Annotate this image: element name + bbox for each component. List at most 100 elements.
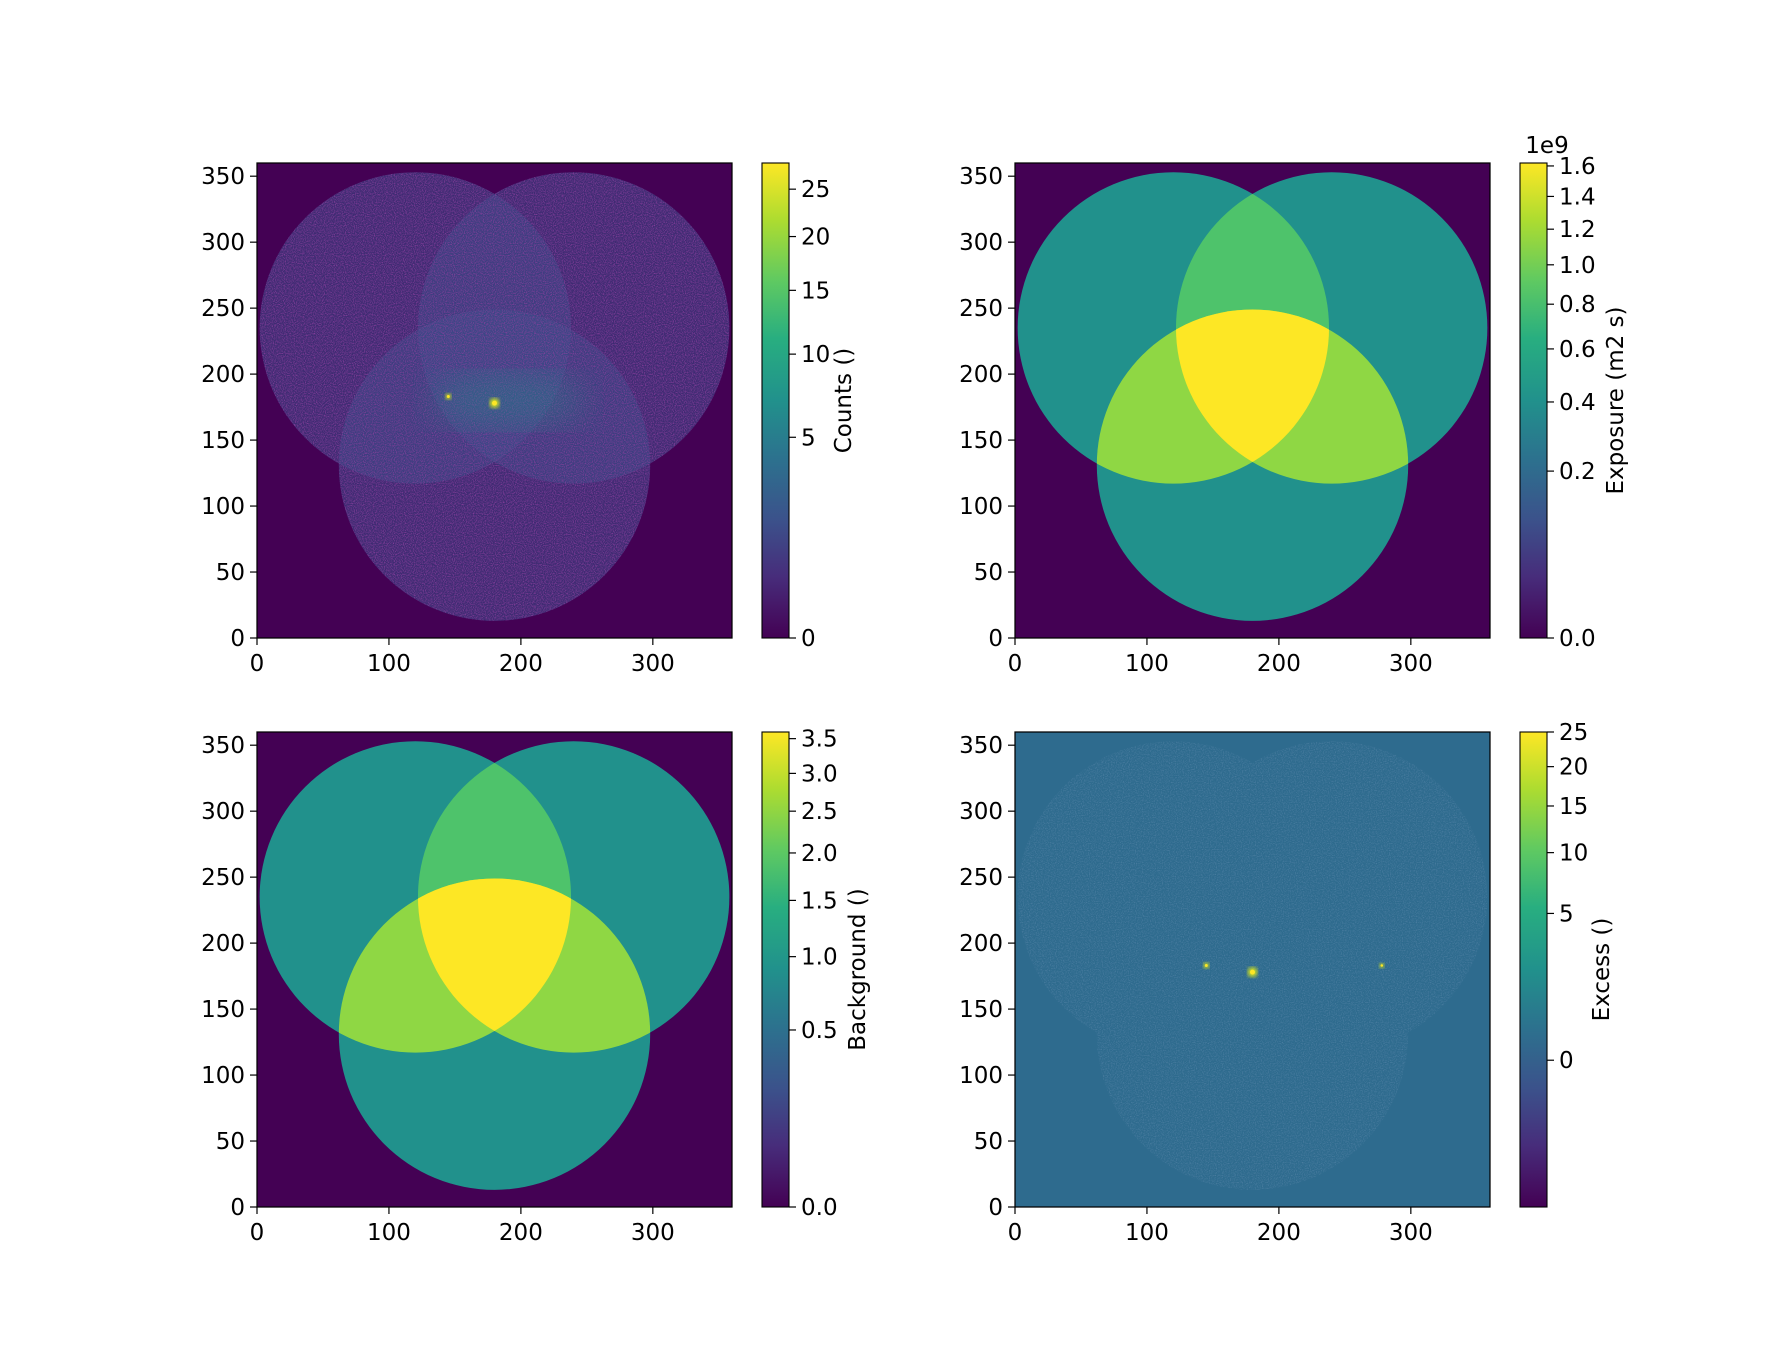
colorbar-offset-label: 1e9 bbox=[1525, 133, 1568, 159]
overlap-clipped bbox=[1175, 309, 1330, 484]
y-tick-label: 300 bbox=[201, 230, 245, 256]
y-tick-label: 50 bbox=[216, 560, 245, 586]
y-tick-label: 0 bbox=[988, 626, 1003, 652]
colorbar-frame bbox=[1519, 731, 1548, 1208]
x-tick-label: 300 bbox=[1389, 651, 1433, 677]
y-tick-label: 350 bbox=[959, 164, 1003, 190]
x-tick-label: 100 bbox=[367, 1220, 411, 1246]
colorbar: 0 5 10 15 20 25 Excess () bbox=[1519, 720, 1615, 1208]
heatmap-image bbox=[257, 732, 732, 1207]
colorbar-tick-label: 10 bbox=[1559, 841, 1588, 867]
heatmap-image bbox=[1015, 163, 1490, 638]
colorbar: 0.0 0.2 0.4 0.6 0.8 1.0 1.2 1.4 1.6 Exposure (m2 … bbox=[1519, 133, 1629, 652]
colorbar-tick-label: 10 bbox=[801, 342, 830, 368]
colorbar-tick-label: 0.5 bbox=[801, 1018, 838, 1044]
y-tick-label: 150 bbox=[201, 997, 245, 1023]
x-tick-label: 0 bbox=[1008, 1220, 1023, 1246]
y-tick-label: 100 bbox=[201, 494, 245, 520]
y-tick-label: 350 bbox=[201, 164, 245, 190]
colorbar-tick-label: 2.0 bbox=[801, 841, 838, 867]
panel-1: 0 100 200 300 0 50 100 150 200 250 300 350 0 5 10 15 20 2… bbox=[201, 162, 857, 677]
colorbar-gradient bbox=[1520, 732, 1547, 1207]
axes-frame bbox=[1014, 162, 1491, 639]
x-tick-label: 200 bbox=[499, 1220, 543, 1246]
overlap-clipped bbox=[417, 878, 572, 1053]
colorbar-tick-label: 15 bbox=[1559, 794, 1588, 820]
colorbar-tick-label: 1.2 bbox=[1559, 217, 1596, 243]
colorbar-tick-label: 3.5 bbox=[801, 727, 838, 753]
panels-layer: 0 100 200 300050100150200250300350051015202… bbox=[201, 133, 1629, 1246]
y-tick-label: 250 bbox=[201, 865, 245, 891]
y-tick-label: 150 bbox=[959, 428, 1003, 454]
y-tick-label: 200 bbox=[959, 931, 1003, 957]
colorbar-tick-label: 0.0 bbox=[1559, 626, 1596, 652]
y-tick-label: 100 bbox=[959, 1063, 1003, 1089]
colorbar-tick-label: 1.0 bbox=[1559, 253, 1596, 279]
y-tick-label: 300 bbox=[959, 230, 1003, 256]
colorbar-tick-label: 0.6 bbox=[1559, 337, 1596, 363]
colorbar-label: Exposure (m2 s) bbox=[1603, 306, 1629, 494]
y-tick-label: 350 bbox=[201, 733, 245, 759]
colorbar-gradient bbox=[762, 732, 789, 1207]
colorbar-tick-label: 1.0 bbox=[801, 945, 838, 971]
y-tick-label: 100 bbox=[959, 494, 1003, 520]
y-tick-label: 200 bbox=[201, 362, 245, 388]
axes-frame bbox=[256, 731, 733, 1208]
y-tick-label: 200 bbox=[959, 362, 1003, 388]
colorbar-tick-label: 25 bbox=[1559, 720, 1588, 746]
colorbar-label: Counts () bbox=[831, 348, 857, 454]
diffuse-emission bbox=[428, 374, 587, 427]
axes-frame bbox=[256, 162, 733, 639]
heatmap-image bbox=[257, 163, 732, 638]
x-tick-label: 300 bbox=[631, 1220, 675, 1246]
colorbar-tick-label: 5 bbox=[1559, 901, 1574, 927]
x-tick-label: 100 bbox=[367, 651, 411, 677]
overlap-fill bbox=[417, 878, 572, 1053]
colorbar-tick-label: 20 bbox=[1559, 755, 1588, 781]
overlap-abc bbox=[1175, 309, 1330, 484]
point-source-core bbox=[492, 400, 497, 406]
point-source-core bbox=[446, 395, 450, 399]
y-tick-label: 200 bbox=[201, 931, 245, 957]
colorbar-tick-label: 0 bbox=[1559, 1048, 1574, 1074]
x-tick-label: 100 bbox=[1125, 1220, 1169, 1246]
point-source-core bbox=[1380, 964, 1384, 967]
colorbar-tick-label: 0.2 bbox=[1559, 459, 1596, 485]
overlap-fill bbox=[1175, 309, 1330, 484]
y-tick-label: 50 bbox=[974, 560, 1003, 586]
x-tick-label: 300 bbox=[1389, 1220, 1433, 1246]
y-tick-label: 250 bbox=[959, 296, 1003, 322]
colorbar-tick-label: 20 bbox=[801, 225, 830, 251]
colorbar-tick-label: 0.8 bbox=[1559, 292, 1596, 318]
y-tick-label: 150 bbox=[201, 428, 245, 454]
colorbar-frame bbox=[1519, 162, 1548, 639]
overlap-clipped bbox=[1175, 309, 1330, 484]
x-tick-label: 0 bbox=[1008, 651, 1023, 677]
x-tick-label: 0 bbox=[250, 1220, 265, 1246]
x-tick-label: 200 bbox=[499, 651, 543, 677]
colorbar-label: Excess () bbox=[1589, 918, 1615, 1022]
overlap-clipped bbox=[417, 878, 572, 1053]
axes-frame bbox=[1014, 731, 1491, 1208]
colorbar-frame bbox=[761, 162, 790, 639]
colorbar-tick-label: 0 bbox=[801, 626, 816, 652]
y-tick-label: 350 bbox=[959, 733, 1003, 759]
y-tick-label: 250 bbox=[959, 865, 1003, 891]
y-tick-label: 300 bbox=[201, 799, 245, 825]
colorbar-tick-label: 5 bbox=[801, 425, 816, 451]
colorbar: 0.0 0.5 1.0 1.5 2.0 2.5 3.0 3.5 Background () bbox=[761, 727, 871, 1221]
x-tick-label: 100 bbox=[1125, 651, 1169, 677]
x-tick-label: 200 bbox=[1257, 651, 1301, 677]
x-tick-label: 300 bbox=[631, 651, 675, 677]
colorbar: 0 5 10 15 20 25 Counts () bbox=[761, 162, 857, 652]
panel-2: 0 100 200 300 0 50 100 150 200 250 300 350 0.0 0.2 0.4… bbox=[959, 133, 1629, 677]
point-source-core bbox=[1204, 964, 1208, 968]
y-tick-label: 100 bbox=[201, 1063, 245, 1089]
y-tick-label: 250 bbox=[201, 296, 245, 322]
colorbar-gradient bbox=[762, 163, 789, 638]
x-tick-label: 0 bbox=[250, 651, 265, 677]
colorbar-tick-label: 3.0 bbox=[801, 761, 838, 787]
panel-3: 0 100 200 300 0 50 100 150 200 250 300 350 0.0 0.5 1.0… bbox=[201, 727, 871, 1246]
y-tick-label: 0 bbox=[988, 1195, 1003, 1221]
y-tick-label: 50 bbox=[974, 1129, 1003, 1155]
